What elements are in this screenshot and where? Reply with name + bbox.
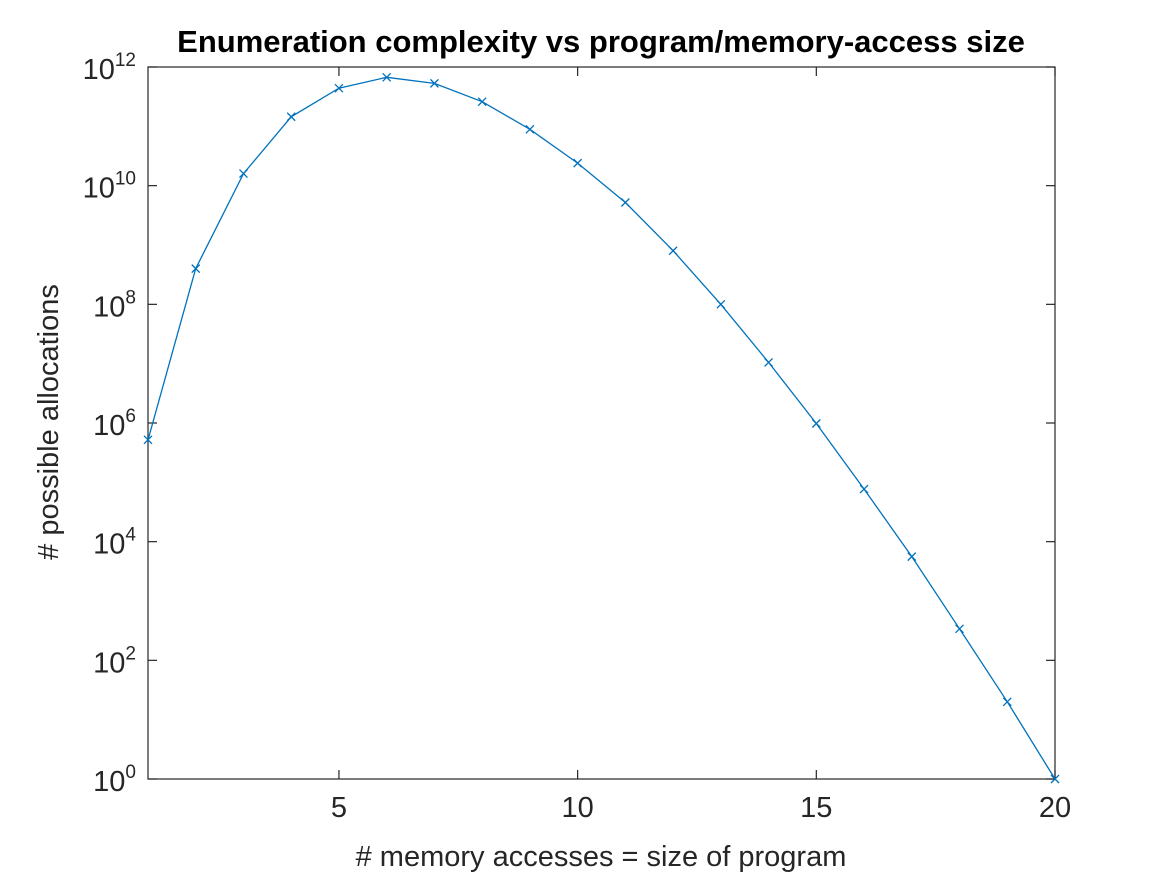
x-tick-label: 10 — [561, 792, 593, 824]
data-point-marker — [764, 357, 774, 367]
data-point-marker — [382, 72, 392, 82]
y-tick-base: 10 — [83, 54, 115, 86]
y-tick-exponent: 12 — [115, 50, 136, 71]
data-point-marker — [286, 112, 296, 122]
data-point-marker — [668, 246, 678, 256]
y-tick-label: 102 — [93, 643, 136, 679]
data-point-marker — [955, 624, 964, 634]
data-point-marker — [907, 552, 917, 562]
data-point-marker — [239, 169, 248, 179]
data-point-marker — [143, 435, 153, 445]
y-tick-base: 10 — [93, 529, 125, 561]
y-tick-exponent: 6 — [125, 406, 136, 427]
data-point-marker — [811, 419, 821, 428]
y-tick-label: 106 — [93, 406, 136, 442]
data-point-marker — [859, 484, 869, 494]
series-line — [147, 76, 1056, 780]
y-tick-label: 100 — [93, 762, 136, 798]
y-tick-base: 10 — [93, 647, 125, 679]
x-tick-label: 20 — [1039, 792, 1071, 824]
y-tick-label: 104 — [93, 525, 136, 561]
y-tick-base: 10 — [93, 291, 125, 323]
data-series — [143, 72, 1060, 784]
y-tick-base: 10 — [83, 173, 115, 205]
chart-title: Enumeration complexity vs program/memory… — [177, 24, 1025, 59]
y-tick-label: 108 — [93, 287, 136, 323]
plot-area — [147, 66, 1056, 780]
data-point-marker — [716, 299, 726, 309]
x-tick-label: 5 — [331, 792, 347, 824]
data-point-marker — [573, 158, 583, 168]
y-tick-exponent: 8 — [125, 287, 136, 308]
y-tick-exponent: 2 — [125, 643, 136, 664]
y-tick-exponent: 10 — [115, 169, 136, 190]
y-tick-label: 1012 — [83, 50, 136, 86]
y-tick-exponent: 4 — [125, 525, 136, 546]
data-point-marker — [1050, 774, 1060, 784]
data-point-marker — [1002, 697, 1012, 707]
x-tick-label: 15 — [800, 792, 832, 824]
data-point-marker — [620, 198, 630, 207]
y-tick-base: 10 — [93, 766, 125, 798]
y-tick-label: 1010 — [83, 169, 136, 205]
y-tick-exponent: 0 — [125, 762, 136, 783]
data-point-marker — [525, 124, 535, 134]
data-point-marker — [334, 83, 344, 93]
y-tick-base: 10 — [93, 410, 125, 442]
data-point-marker — [191, 264, 201, 274]
data-point-marker — [429, 78, 439, 88]
y-axis-label: # possible allocations — [33, 284, 65, 560]
x-axis-label: # memory accesses = size of program — [356, 841, 847, 873]
data-point-marker — [477, 97, 487, 107]
